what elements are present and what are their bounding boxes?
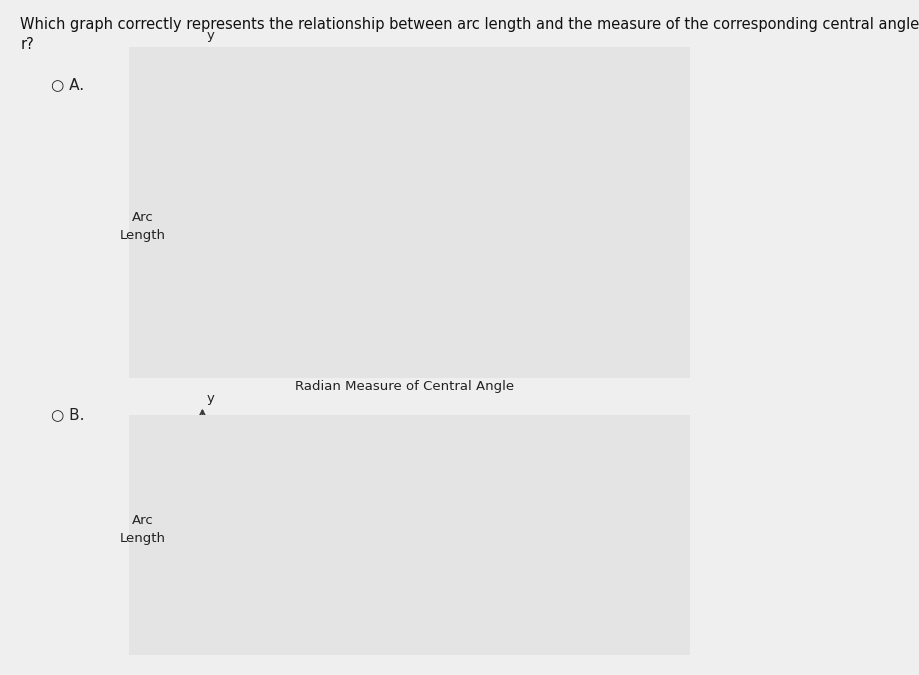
Text: Radian Measure of Central Angle: Radian Measure of Central Angle: [295, 379, 514, 393]
Text: x: x: [655, 323, 663, 335]
Text: Which graph correctly represents the relationship between arc length and the mea: Which graph correctly represents the rel…: [20, 17, 919, 32]
Text: ○ A.: ○ A.: [51, 77, 84, 92]
Text: y: y: [207, 392, 214, 405]
Text: ○ B.: ○ B.: [51, 408, 84, 423]
Text: r?: r?: [20, 37, 34, 52]
Text: y: y: [207, 29, 214, 42]
Text: Arc
Length: Arc Length: [119, 514, 165, 545]
Text: Arc
Length: Arc Length: [119, 211, 165, 242]
